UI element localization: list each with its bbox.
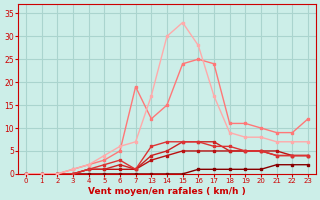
X-axis label: Vent moyen/en rafales ( km/h ): Vent moyen/en rafales ( km/h ) bbox=[88, 187, 246, 196]
